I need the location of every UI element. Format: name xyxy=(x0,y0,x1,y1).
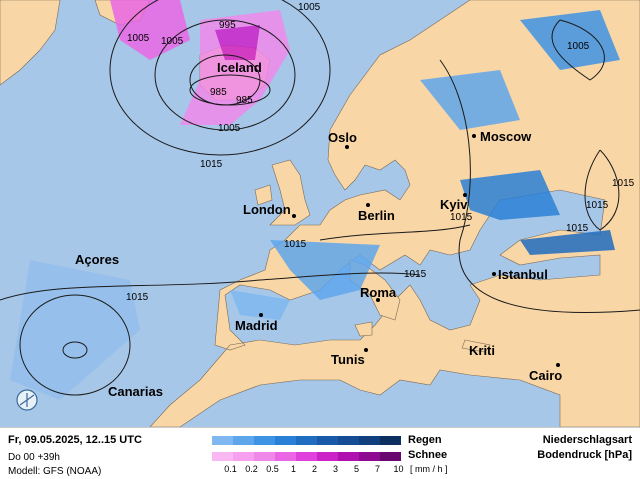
isobar-labels: 995 1005 1005 1005 985 985 1005 1015 101… xyxy=(126,2,635,303)
legend: Fr, 09.05.2025, 12..15 UTC Do 00 +39h Mo… xyxy=(0,427,640,479)
city-london: London xyxy=(243,202,291,217)
scale-tick: 10 xyxy=(393,464,404,474)
scale-tick: 0.2 xyxy=(245,464,258,474)
svg-text:1015: 1015 xyxy=(566,223,589,234)
model-name: Modell: GFS (NOAA) xyxy=(8,466,102,477)
snow-label: Schnee xyxy=(408,449,448,461)
rain-step-6 xyxy=(338,436,359,445)
rain-step-1 xyxy=(233,436,254,445)
snow-color-scale xyxy=(212,452,401,461)
snow-step-0 xyxy=(212,452,233,461)
rain-step-2 xyxy=(254,436,275,445)
scale-ticks: 0.1 0.2 0.5 1 2 3 5 7 10 xyxy=(212,464,409,474)
city-oslo: Oslo xyxy=(328,130,357,145)
city-labels: Iceland Oslo Moscow Kyiv London Berlin A… xyxy=(75,60,562,399)
svg-text:1005: 1005 xyxy=(567,41,590,52)
rain-step-8 xyxy=(380,436,401,445)
svg-text:1015: 1015 xyxy=(586,200,609,211)
snow-step-2 xyxy=(254,452,275,461)
logo-icon[interactable] xyxy=(16,389,38,411)
scale-tick: 2 xyxy=(311,464,317,474)
svg-text:1015: 1015 xyxy=(404,269,427,280)
scale-tick: 0.1 xyxy=(224,464,237,474)
city-iceland: Iceland xyxy=(217,60,262,75)
snow-step-7 xyxy=(359,452,380,461)
city-cairo: Cairo xyxy=(529,368,562,383)
city-tunis: Tunis xyxy=(331,352,365,367)
snow-step-5 xyxy=(317,452,338,461)
svg-text:995: 995 xyxy=(219,20,236,31)
city-berlin: Berlin xyxy=(358,208,395,223)
city-kyiv: Kyiv xyxy=(440,197,468,212)
rain-step-7 xyxy=(359,436,380,445)
svg-text:1015: 1015 xyxy=(284,239,307,250)
forecast-date: Fr, 09.05.2025, 12..15 UTC xyxy=(8,434,142,446)
precipitation xyxy=(10,0,620,400)
rain-step-4 xyxy=(296,436,317,445)
city-canarias: Canarias xyxy=(108,384,163,399)
rain-step-5 xyxy=(317,436,338,445)
rain-label: Regen xyxy=(408,434,442,446)
svg-text:1005: 1005 xyxy=(127,33,150,44)
forecast-run: Do 00 +39h xyxy=(8,452,60,463)
weather-map: 995 1005 1005 1005 985 985 1005 1015 101… xyxy=(0,0,640,427)
city-madrid: Madrid xyxy=(235,318,278,333)
city-roma: Roma xyxy=(360,285,397,300)
svg-text:1015: 1015 xyxy=(200,159,223,170)
scale-tick: 3 xyxy=(332,464,338,474)
svg-text:985: 985 xyxy=(236,95,253,106)
rain-step-3 xyxy=(275,436,296,445)
title-pressure: Bodendruck [hPa] xyxy=(537,449,632,461)
city-dots xyxy=(259,134,560,367)
svg-text:1005: 1005 xyxy=(298,2,321,13)
svg-text:1015: 1015 xyxy=(126,292,149,303)
land xyxy=(0,0,640,427)
svg-text:1015: 1015 xyxy=(612,178,635,189)
city-acores: Açores xyxy=(75,252,119,267)
snow-step-6 xyxy=(338,452,359,461)
snow-step-4 xyxy=(296,452,317,461)
title-precip-type: Niederschlagsart xyxy=(542,434,632,446)
scale-tick: 5 xyxy=(353,464,359,474)
isobars xyxy=(0,0,640,396)
snow-step-8 xyxy=(380,452,401,461)
city-kriti: Kriti xyxy=(469,343,495,358)
svg-text:1005: 1005 xyxy=(161,36,184,47)
city-moscow: Moscow xyxy=(480,129,532,144)
scale-tick: 7 xyxy=(374,464,380,474)
snow-step-1 xyxy=(233,452,254,461)
svg-text:985: 985 xyxy=(210,87,227,98)
rain-step-0 xyxy=(212,436,233,445)
city-istanbul: Istanbul xyxy=(498,267,548,282)
svg-text:1005: 1005 xyxy=(218,123,241,134)
scale-tick: 0.5 xyxy=(266,464,279,474)
rain-color-scale xyxy=(212,436,401,445)
snow-step-3 xyxy=(275,452,296,461)
unit-label: [ mm / h ] xyxy=(410,464,448,474)
scale-tick: 1 xyxy=(290,464,296,474)
svg-text:1015: 1015 xyxy=(450,212,473,223)
